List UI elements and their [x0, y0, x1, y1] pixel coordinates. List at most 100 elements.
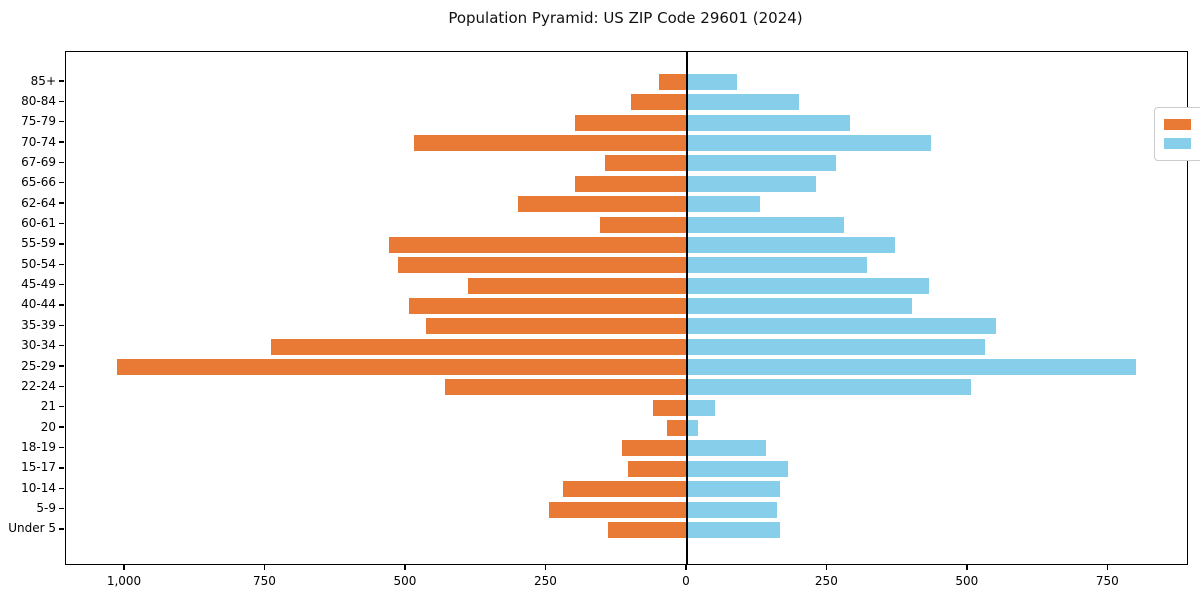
y-axis-tick-mark: [59, 304, 64, 306]
y-axis-tick-label: 18-19: [21, 439, 56, 454]
x-axis-tick-mark: [825, 565, 828, 570]
female-bar: [686, 216, 845, 233]
x-axis-tick-label: 750: [1095, 574, 1119, 588]
x-axis-tick-mark: [966, 565, 968, 570]
x-axis-tick-mark: [404, 565, 406, 570]
female-color-swatch: [1164, 138, 1191, 149]
x-axis-tick-label: 250: [533, 574, 557, 588]
female-bar: [686, 236, 895, 253]
female-bar: [686, 196, 760, 213]
y-axis-tick-label: 80-84: [21, 93, 56, 108]
y-axis-tick-label: 30-34: [21, 338, 56, 353]
legend: Male Female: [1154, 107, 1200, 161]
y-axis-tick-label: 5-9: [36, 501, 56, 516]
male-bar: [467, 277, 687, 294]
y-axis-tick-mark: [59, 283, 64, 286]
y-axis-tick-mark: [59, 406, 64, 408]
female-bar: [686, 399, 715, 416]
male-bar: [608, 521, 687, 538]
x-axis-tick-mark: [685, 565, 687, 570]
y-axis-tick-mark: [59, 507, 64, 510]
y-axis-tick-label: 65-66: [21, 175, 56, 190]
y-axis-tick-mark: [59, 446, 64, 449]
male-bar: [271, 338, 687, 355]
plot-area: Male Female: [65, 51, 1200, 565]
zero-axis-line: [686, 52, 688, 564]
x-axis-tick-label: 500: [955, 574, 979, 588]
y-axis-tick-mark: [59, 100, 64, 103]
y-axis-tick-mark: [59, 385, 64, 388]
y-axis-tick-label: 67-69: [21, 154, 56, 169]
y-axis-tick-label: 35-39: [21, 317, 56, 332]
male-bar: [414, 135, 687, 152]
y-axis-tick-label: 50-54: [21, 256, 56, 271]
male-bar: [622, 440, 687, 457]
y-axis-tick-mark: [59, 487, 64, 489]
male-bar: [397, 257, 687, 274]
legend-item-male: Male: [1164, 115, 1200, 134]
female-bar: [686, 359, 1137, 376]
y-axis-tick-mark: [59, 222, 64, 225]
x-axis-tick-mark: [544, 565, 547, 570]
y-axis-tick-mark: [59, 80, 64, 82]
female-bar: [686, 440, 766, 457]
male-bar: [408, 297, 687, 314]
y-axis-tick-label: Under 5: [8, 521, 56, 536]
male-bar: [630, 94, 687, 111]
y-axis-tick-mark: [59, 467, 64, 469]
male-bar: [518, 196, 687, 213]
y-axis-tick-mark: [59, 365, 64, 367]
male-bar: [653, 399, 687, 416]
y-axis-tick-label: 60-61: [21, 216, 56, 231]
female-bar: [686, 74, 738, 90]
y-axis-tick-label: 62-64: [21, 195, 56, 210]
x-axis-tick-mark: [263, 565, 266, 570]
male-bar: [549, 501, 687, 518]
male-bar: [658, 74, 687, 90]
y-axis-tick-mark: [59, 161, 64, 164]
male-bar: [445, 379, 687, 396]
male-bar: [574, 114, 687, 131]
female-bar: [686, 277, 929, 294]
y-axis-tick-label: 75-79: [21, 114, 56, 129]
y-axis-tick-label: 45-49: [21, 277, 56, 292]
female-bar: [686, 460, 789, 477]
x-axis-tick-label: 1,000: [106, 574, 142, 588]
male-bar: [389, 236, 687, 253]
y-axis-tick-mark: [59, 426, 64, 428]
male-bar: [563, 481, 687, 498]
female-bar: [686, 501, 777, 518]
male-bar: [599, 216, 687, 233]
chart-title: Population Pyramid: US ZIP Code 29601 (2…: [448, 9, 803, 27]
x-axis-tick-label: 250: [814, 574, 838, 588]
y-axis-tick-label: 85+: [30, 73, 56, 88]
legend-item-female: Female: [1164, 134, 1200, 153]
y-axis-tick-mark: [59, 182, 64, 184]
x-axis-tick-label: 500: [393, 574, 417, 588]
y-axis-tick-mark: [59, 344, 64, 347]
x-axis-tick-label: 750: [253, 574, 276, 588]
y-axis-tick-label: 70-74: [21, 134, 56, 149]
y-axis-tick-label: 20: [40, 419, 56, 434]
female-bar: [686, 114, 850, 131]
y-axis-tick-label: 22-24: [21, 378, 56, 393]
y-axis-tick-label: 25-29: [21, 358, 56, 373]
female-bar: [686, 135, 932, 152]
male-bar: [605, 155, 687, 172]
y-axis-tick-label: 15-17: [21, 460, 56, 475]
female-bar: [686, 338, 985, 355]
x-axis-tick-label: 0: [682, 574, 690, 588]
female-bar: [686, 318, 996, 335]
y-axis-tick-mark: [59, 528, 64, 530]
y-axis-tick-mark: [59, 263, 64, 265]
male-bar: [627, 460, 687, 477]
x-axis-tick-mark: [123, 565, 125, 570]
female-bar: [686, 481, 780, 498]
male-bar: [425, 318, 687, 335]
male-bar: [574, 175, 687, 192]
female-bar: [686, 420, 699, 437]
y-axis-tick-label: 10-14: [21, 480, 56, 495]
y-axis-tick-mark: [59, 121, 64, 123]
y-axis-tick-label: 55-59: [21, 236, 56, 251]
